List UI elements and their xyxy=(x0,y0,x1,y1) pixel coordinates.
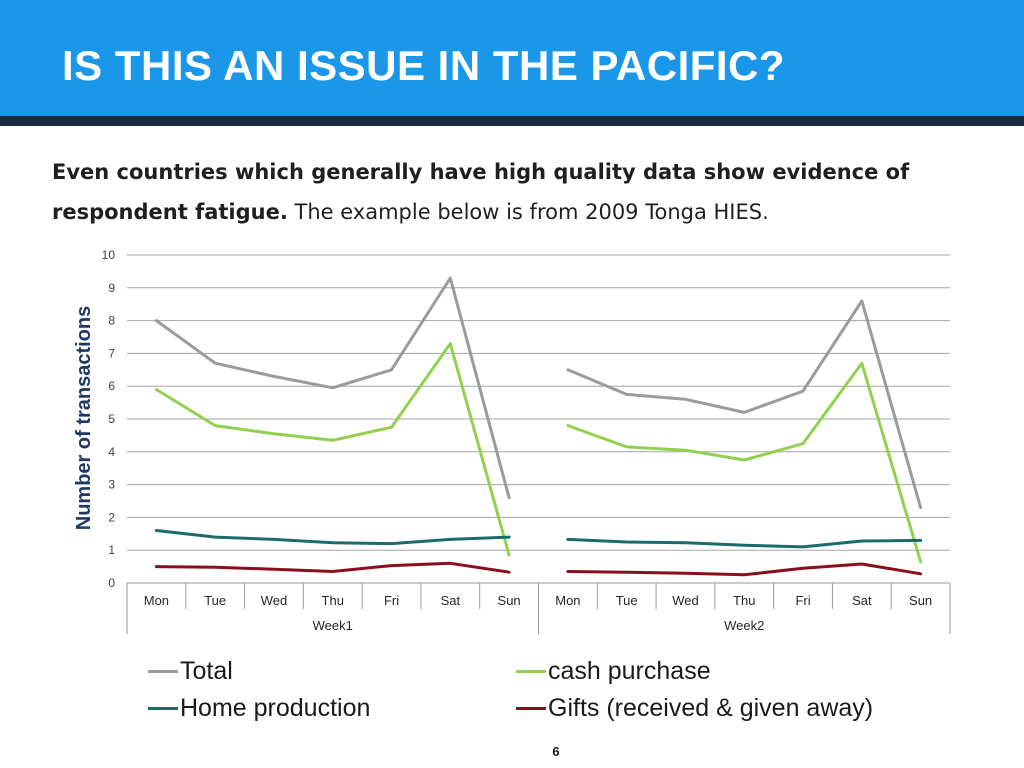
series-line-total xyxy=(154,276,511,500)
legend-swatch xyxy=(148,706,178,710)
legend-item: Total xyxy=(148,656,233,686)
x-tick-label: Mon xyxy=(144,593,169,608)
header-divider xyxy=(0,116,1024,126)
slide-title: IS THIS AN ISSUE IN THE PACIFIC? xyxy=(62,42,786,89)
x-tick-label: Fri xyxy=(795,593,810,608)
x-tick-label: Thu xyxy=(322,593,344,608)
intro-bold-text: Even countries which generally have high… xyxy=(52,160,910,224)
y-tick-label: 9 xyxy=(108,281,115,295)
line-chart: 0 1 2 3 4 5 6 7 8 9 10 Number of transactions Mon Tue… xyxy=(73,248,951,634)
legend-label: Total xyxy=(180,656,233,685)
y-tick-label: 0 xyxy=(108,576,115,590)
series-line-gifts-received-given-away xyxy=(566,562,923,577)
y-tick-label: 8 xyxy=(108,314,115,328)
x-tick-label: Mon xyxy=(555,593,580,608)
series-line-cash-purchase xyxy=(154,342,511,557)
y-tick-label: 6 xyxy=(108,379,115,393)
x-tick-label: Sun xyxy=(909,593,932,608)
x-tick-label: Wed xyxy=(261,593,288,608)
slide-header: IS THIS AN ISSUE IN THE PACIFIC? xyxy=(0,0,1024,116)
legend-swatch xyxy=(516,669,546,673)
y-axis-title: Number of transactions xyxy=(73,306,95,530)
series-line-gifts-received-given-away xyxy=(154,561,511,574)
x-tick-label: Tue xyxy=(204,593,226,608)
series-line-home-production xyxy=(154,529,511,546)
x-tick-label: Sat xyxy=(441,593,461,608)
y-tick-label: 3 xyxy=(108,478,115,492)
x-tick-label: Thu xyxy=(733,593,755,608)
legend-label: Gifts (received & given away) xyxy=(548,693,874,722)
intro-paragraph: Even countries which generally have high… xyxy=(52,152,982,232)
y-tick-label: 5 xyxy=(108,412,115,426)
page-number: 6 xyxy=(552,744,560,759)
legend-item: cash purchase xyxy=(516,656,711,686)
x-tick-label: Tue xyxy=(616,593,638,608)
series-line-cash-purchase xyxy=(566,361,923,564)
legend-label: Home production xyxy=(180,693,371,722)
y-tick-label: 10 xyxy=(102,248,116,262)
legend-item: Home production xyxy=(148,693,370,723)
legend-swatch xyxy=(148,669,178,673)
x-tick-label: Wed xyxy=(672,593,699,608)
y-tick-label: 4 xyxy=(108,445,115,459)
x-tick-label: Fri xyxy=(384,593,399,608)
y-tick-label: 1 xyxy=(108,543,115,557)
y-tick-label: 2 xyxy=(108,510,115,524)
x-tick-label: Sun xyxy=(498,593,521,608)
intro-regular-text: The example below is from 2009 Tonga HIE… xyxy=(287,200,769,224)
group-label: Week1 xyxy=(313,618,353,633)
legend-label: cash purchase xyxy=(548,656,711,685)
group-label: Week2 xyxy=(724,618,764,633)
legend-item: Gifts (received & given away) xyxy=(516,693,873,723)
series-line-total xyxy=(566,299,923,510)
legend-swatch xyxy=(516,706,546,710)
series-line-home-production xyxy=(566,537,923,549)
y-tick-label: 7 xyxy=(108,346,115,360)
x-tick-label: Sat xyxy=(852,593,872,608)
